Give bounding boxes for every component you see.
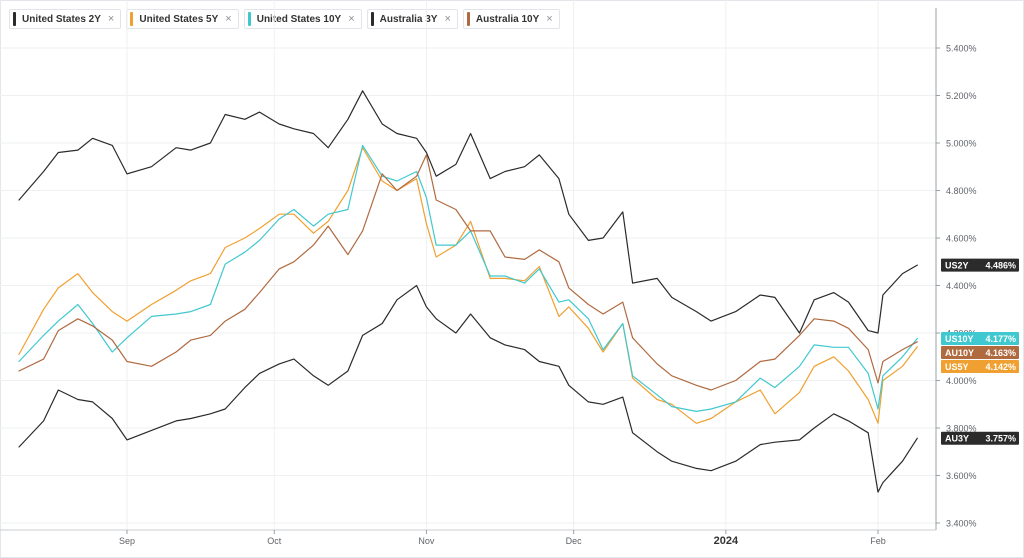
- legend-swatch: [13, 12, 16, 26]
- y-tick-label: 3.600%: [946, 471, 977, 481]
- legend-swatch: [370, 12, 374, 26]
- close-icon[interactable]: ×: [348, 13, 355, 25]
- tag-background: [941, 359, 1019, 373]
- x-tick-label: 2024: [714, 535, 739, 547]
- tag-last-value: 4.177%: [985, 334, 1016, 344]
- x-tick-label: Sep: [119, 536, 135, 546]
- legend-label: Australia 10Y: [475, 13, 540, 25]
- last-value-tag: US5Y 4.142%: [941, 359, 1019, 373]
- close-icon[interactable]: ×: [225, 13, 232, 25]
- legend-label: United States 2Y: [22, 13, 101, 25]
- x-axis: Sep Oct Nov Dec 2024 Feb: [0, 529, 936, 547]
- close-icon[interactable]: ×: [444, 13, 451, 25]
- tag-series-label: AU3Y: [945, 434, 969, 444]
- legend-chip[interactable]: Australia 10Y ×: [462, 9, 560, 29]
- legend-chip[interactable]: United States 2Y ×: [9, 9, 122, 29]
- legend-swatch: [466, 12, 470, 26]
- tag-background: [941, 345, 1019, 359]
- y-tick-label: 5.000%: [946, 139, 977, 149]
- last-value-tags: US2Y 4.486% US10Y 4.177% AU10Y 4.163% US5Y 4.14…: [941, 258, 1019, 445]
- y-tick-label: 5.200%: [946, 91, 977, 101]
- last-value-tag: US2Y 4.486%: [941, 258, 1019, 272]
- series-lines: [18, 90, 918, 493]
- legend-chip[interactable]: Australia 3Y ×: [366, 9, 458, 29]
- tag-background: [941, 258, 1019, 272]
- tag-background: [941, 431, 1019, 445]
- tag-last-value: 4.486%: [985, 261, 1016, 271]
- tag-series-label: US5Y: [945, 362, 969, 372]
- last-value-tag: AU3Y 3.757%: [941, 431, 1019, 445]
- y-tick-label: 4.600%: [946, 234, 977, 244]
- y-tick-label: 3.400%: [946, 519, 977, 529]
- legend-swatch: [247, 12, 251, 26]
- legend-chip[interactable]: United States 5Y ×: [126, 9, 239, 29]
- tag-series-label: US2Y: [945, 261, 969, 271]
- tag-series-label: AU10Y: [945, 348, 974, 358]
- y-tick-label: 5.400%: [946, 44, 977, 54]
- x-tick-label: Oct: [267, 536, 282, 546]
- tag-last-value: 4.142%: [985, 362, 1016, 372]
- tag-last-value: 4.163%: [985, 348, 1016, 358]
- legend-label: United States 10Y: [256, 13, 342, 25]
- legend-label: Australia 3Y: [379, 13, 438, 25]
- series-line-au3y: [18, 284, 918, 493]
- close-icon[interactable]: ×: [107, 13, 115, 25]
- tag-last-value: 3.757%: [985, 434, 1016, 444]
- series-line-us10y: [18, 144, 918, 412]
- tag-background: [941, 331, 1019, 345]
- y-tick-label: 4.800%: [946, 186, 977, 196]
- close-icon[interactable]: ×: [546, 13, 553, 25]
- last-value-tag: US10Y 4.177%: [941, 331, 1019, 345]
- legend-label: United States 5Y: [139, 13, 219, 25]
- series-line-au10y: [18, 154, 918, 391]
- tag-series-label: US10Y: [945, 334, 974, 344]
- legend-chip[interactable]: United States 10Y ×: [243, 9, 362, 29]
- x-tick-label: Feb: [870, 536, 886, 546]
- x-tick-label: Dec: [566, 536, 583, 546]
- y-tick-label: 3.800%: [946, 424, 977, 434]
- x-tick-label: Nov: [418, 536, 435, 546]
- series-legend: United States 2Y × United States 5Y × United…: [9, 9, 560, 29]
- last-value-tag: AU10Y 4.163%: [941, 345, 1019, 359]
- legend-swatch: [130, 12, 134, 26]
- y-tick-label: 4.400%: [946, 281, 977, 291]
- series-line-us5y: [18, 147, 918, 424]
- y-tick-label: 4.000%: [946, 376, 977, 386]
- grid: [0, 0, 936, 530]
- series-line-us2y: [18, 90, 918, 334]
